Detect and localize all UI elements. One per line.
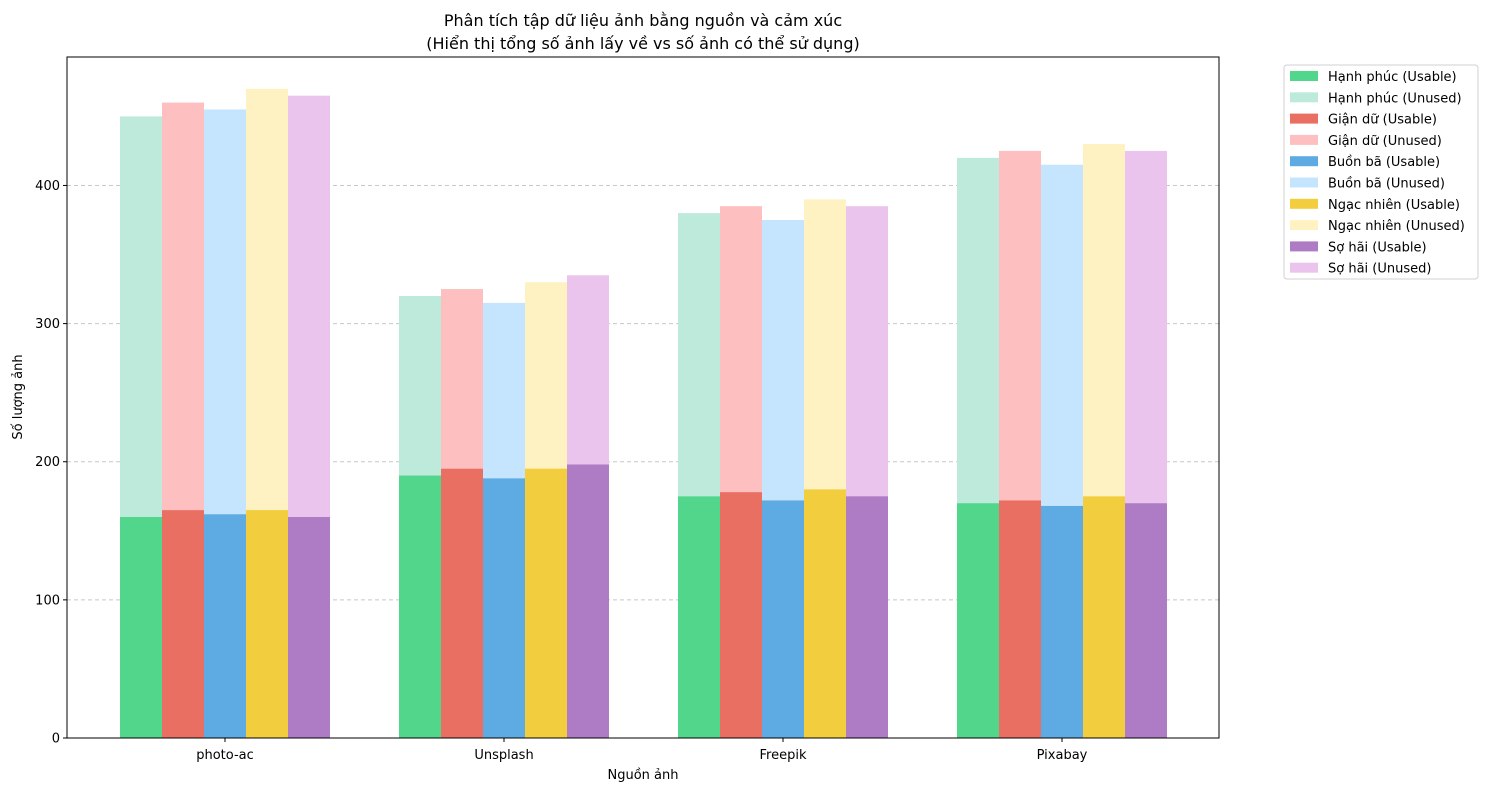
bar-unused-1-0 [162,102,204,511]
x-tick-label: Unsplash [474,748,533,763]
legend-label-unused-4: Sợ hãi (Unused) [1328,262,1431,277]
legend-swatch-usable-1 [1290,113,1318,124]
bar-usable-3-3 [1083,496,1125,738]
bar-unused-0-3 [957,157,999,504]
bar-unused-1-2 [720,206,762,493]
bar-unused-3-1 [525,282,567,469]
legend-swatch-unused-4 [1290,262,1318,273]
bar-unused-1-1 [441,289,483,469]
bar-usable-1-1 [441,468,483,738]
x-tick-label: Pixabay [1037,748,1088,763]
bar-usable-1-0 [162,510,204,738]
legend-swatch-usable-3 [1290,198,1318,209]
legend-label-usable-3: Ngạc nhiên (Usable) [1328,198,1460,213]
y-tick-label: 200 [35,455,60,470]
bar-unused-2-1 [483,302,525,479]
legend-swatch-unused-3 [1290,220,1318,231]
legend-swatch-usable-4 [1290,241,1318,252]
bar-unused-4-3 [1125,150,1167,504]
x-tick-label: Freepik [760,748,807,763]
legend-frame [1283,64,1479,280]
legend: Hạnh phúc (Usable) Hạnh phúc (Unused) Giận… [1283,64,1479,280]
bar-usable-2-2 [762,500,804,738]
x-tick-label: photo-ac [196,748,254,763]
bar-usable-2-0 [204,514,246,738]
bar-usable-1-2 [720,492,762,738]
bar-usable-0-2 [678,496,720,738]
y-tick-label: 300 [35,317,60,332]
chart-subtitle: (Hiển thị tổng số ảnh lấy về vs số ảnh c… [426,34,859,53]
chart-title: Phân tích tập dữ liệu ảnh bằng nguồn và … [444,11,842,30]
y-tick-label: 400 [35,179,60,194]
bar-unused-3-0 [246,88,288,511]
bar-unused-4-0 [288,95,330,517]
bar-usable-4-3 [1125,503,1167,738]
bar-unused-2-2 [762,219,804,501]
bar-usable-2-3 [1041,505,1083,738]
bar-unused-0-0 [120,116,162,517]
legend-swatch-unused-2 [1290,177,1318,188]
bar-usable-3-0 [246,510,288,738]
plot-frame [66,56,1220,739]
legend-swatch-unused-0 [1290,92,1318,103]
legend-swatch-usable-2 [1290,156,1318,167]
bar-usable-3-2 [804,489,846,738]
bar-usable-0-3 [957,503,999,738]
bar-unused-0-2 [678,213,720,497]
y-tick-label: 0 [52,732,60,747]
legend-label-usable-1: Giận dữ (Usable) [1328,113,1437,128]
bar-usable-0-0 [120,516,162,738]
legend-label-usable-4: Sợ hãi (Usable) [1328,240,1427,255]
bar-usable-4-2 [846,496,888,738]
bar-usable-0-1 [399,475,441,738]
bar-unused-3-3 [1083,144,1125,497]
bar-usable-4-0 [288,516,330,738]
legend-label-unused-2: Buồn bã (Unused) [1328,177,1445,192]
x-axis-label: Nguồn ảnh [608,768,679,783]
legend-swatch-unused-1 [1290,134,1318,145]
legend-swatch-usable-0 [1290,71,1318,81]
legend-label-usable-0: Hạnh phúc (Usable) [1328,70,1457,85]
bar-unused-2-3 [1041,164,1083,506]
bar-unused-4-2 [846,206,888,497]
legend-label-usable-2: Buồn bã (Usable) [1328,155,1440,170]
bar-usable-1-3 [999,500,1041,738]
y-tick-label: 100 [35,593,60,608]
bar-unused-2-0 [204,109,246,515]
bar-unused-4-1 [567,275,609,465]
bar-usable-2-1 [483,478,525,738]
legend-label-unused-1: Giận dữ (Unused) [1328,134,1442,149]
bars-group [120,88,1167,738]
legend-label-unused-3: Ngạc nhiên (Unused) [1328,219,1465,234]
y-axis-label: Số lượng ảnh [11,354,26,439]
bar-unused-0-1 [399,295,441,476]
bar-usable-4-1 [567,464,609,738]
bar-unused-1-3 [999,150,1041,501]
legend-label-unused-0: Hạnh phúc (Unused) [1328,91,1462,106]
bar-usable-3-1 [525,468,567,738]
axes-group: 0 100 200 300 400 photo-ac Unsplash Freepik Pixa… [35,56,1220,763]
bar-unused-3-2 [804,199,846,490]
